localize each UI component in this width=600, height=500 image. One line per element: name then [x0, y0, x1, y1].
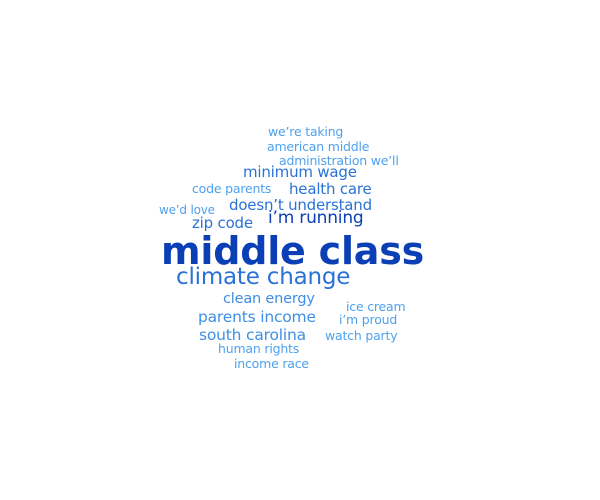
word-ice-cream: ice cream [346, 299, 406, 314]
word-watch-party: watch party [325, 328, 398, 343]
word-administration-well: administration we’ll [279, 153, 399, 168]
word-zip-code: zip code [192, 214, 253, 232]
word-south-carolina: south carolina [199, 326, 306, 344]
word-doesnt-understand: doesn’t understand [229, 196, 372, 214]
word-im-proud: i’m proud [339, 312, 398, 327]
word-parents-income: parents income [198, 308, 316, 326]
word-american-middle: american middle [267, 139, 370, 154]
word-wed-love: we’d love [159, 203, 215, 217]
word-minimum-wage: minimum wage [243, 163, 357, 181]
word-clean-energy: clean energy [223, 291, 315, 307]
word-human-rights: human rights [218, 341, 300, 356]
word-health-care: health care [289, 180, 372, 198]
word-im-running: i’m running [268, 208, 364, 228]
word-climate-change: climate change [176, 264, 351, 290]
word-were-taking: we’re taking [268, 124, 344, 139]
word-income-race: income race [234, 356, 309, 371]
word-code-parents: code parents [192, 181, 272, 196]
word-middle-class: middle class [161, 229, 425, 273]
